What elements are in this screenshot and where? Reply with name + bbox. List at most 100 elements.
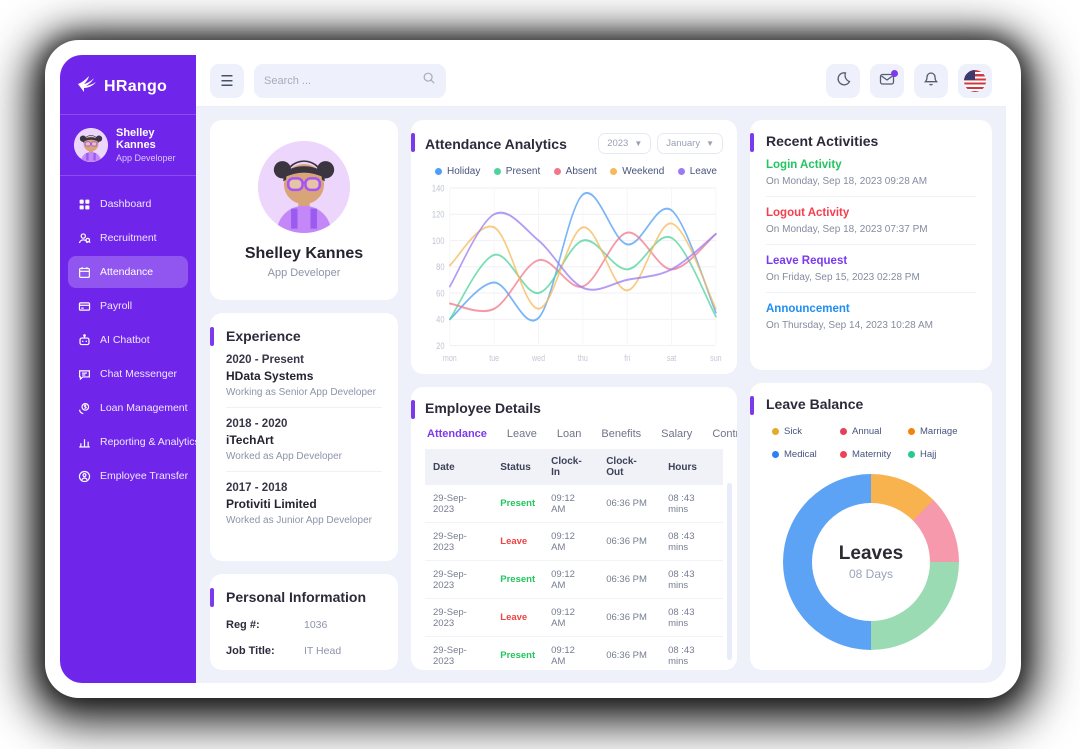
topbar: ☰ [196, 55, 1006, 107]
sidebar-item-recruitment[interactable]: Recruitment [68, 222, 188, 254]
experience-card: Experience 2020 - Present HData Systems Wo… [210, 313, 398, 561]
recruitment-icon [77, 231, 91, 245]
experience-description: Worked as Junior App Developer [226, 515, 373, 526]
activity-item[interactable]: Logout Activity On Monday, Sep 18, 2023 0… [766, 197, 976, 245]
cell-date: 29-Sep-2023 [425, 598, 493, 637]
cell-status: Leave [492, 522, 544, 561]
field-label: Reg #: [226, 619, 260, 631]
sidebar-user[interactable]: Shelley Kannes App Developer [60, 114, 196, 176]
cell-clock-out: 06:36 PM [598, 636, 661, 670]
sidebar-item-label: Employee Transfer [100, 470, 189, 482]
activity-time: On Monday, Sep 18, 2023 09:28 AM [766, 176, 928, 187]
cell-date: 29-Sep-2023 [425, 636, 493, 670]
table-row[interactable]: 29-Sep-2023 Present 09:12 AM 06:36 PM 08 :43… [425, 636, 723, 670]
svg-text:sat: sat [667, 353, 677, 363]
table-scrollbar[interactable] [727, 483, 732, 660]
app-logo: HRango [60, 55, 196, 114]
app-window: HRango Shelley Kannes App Developer Dash… [45, 40, 1021, 698]
leave-legend-item-annual[interactable]: Annual [840, 426, 908, 437]
cell-clock-in: 09:12 AM [543, 598, 599, 637]
legend-item-absent[interactable]: Absent [553, 166, 597, 177]
dark-mode-button[interactable] [826, 63, 860, 98]
column-header: Status [492, 449, 544, 485]
legend-dot [772, 428, 779, 435]
tab-contract[interactable]: Contract [712, 428, 737, 440]
tab-salary[interactable]: Salary [661, 428, 693, 440]
column-header: Clock-In [543, 449, 599, 485]
tab-attendance[interactable]: Attendance [427, 428, 487, 440]
svg-text:140: 140 [432, 182, 445, 193]
legend-item-present[interactable]: Present [493, 166, 540, 177]
activity-time: On Thursday, Sep 14, 2023 10:28 AM [766, 320, 933, 331]
sidebar-item-reporting-analytics[interactable]: Reporting & Analytics [68, 426, 200, 458]
table-row[interactable]: 29-Sep-2023 Present 09:12 AM 06:36 PM 08 :43… [425, 560, 723, 599]
tab-benefits[interactable]: Benefits [601, 428, 642, 440]
sidebar-item-chat-messenger[interactable]: Chat Messenger [68, 358, 188, 390]
leave-legend-item-sick[interactable]: Sick [772, 426, 840, 437]
sidebar-item-attendance[interactable]: Attendance [68, 256, 188, 288]
year-select[interactable]: 2023 ▼ [598, 133, 652, 154]
leave-legend-item-medical[interactable]: Medical [772, 449, 840, 460]
unread-badge [891, 69, 898, 77]
leave-legend-item-marriage[interactable]: Marriage [908, 426, 976, 437]
search-bar[interactable] [254, 63, 446, 98]
table-row[interactable]: 29-Sep-2023 Present 09:12 AM 06:36 PM 08 :43… [425, 485, 723, 523]
experience-period: 2018 - 2020 [226, 418, 288, 430]
leave-legend: Sick Annual Marriage Medical Maternity Hajj [766, 426, 976, 460]
language-button[interactable] [958, 63, 992, 98]
legend-item-leave[interactable]: Leave [677, 166, 717, 177]
search-input[interactable] [264, 74, 422, 87]
legend-dot [772, 451, 779, 458]
employee-details-title: Employee Details [425, 400, 541, 416]
legend-item-weekend[interactable]: Weekend [610, 166, 664, 177]
chevron-down-icon: ▼ [706, 139, 714, 148]
activity-item[interactable]: Login Activity On Monday, Sep 18, 2023 09… [766, 149, 976, 197]
messages-button[interactable] [870, 63, 904, 98]
sidebar-item-employee-transfer[interactable]: Employee Transfer [68, 460, 188, 492]
cell-clock-in: 09:12 AM [543, 485, 599, 523]
sidebar-item-payroll[interactable]: Payroll [68, 290, 188, 322]
cell-clock-out: 06:36 PM [598, 485, 661, 523]
leave-legend-item-maternity[interactable]: Maternity [840, 449, 908, 460]
employee-details-card: Employee Details Attendance Leave Loan Bene… [411, 387, 737, 670]
cell-clock-in: 09:12 AM [543, 560, 599, 599]
menu-toggle-button[interactable]: ☰ [210, 63, 244, 98]
sidebar-item-label: Attendance [100, 266, 154, 278]
experience-description: Working as Senior App Developer [226, 387, 376, 398]
cell-hours: 08 :43 mins [660, 485, 723, 523]
experience-entry: 2018 - 2020 iTechArt Worked as App Develop… [226, 408, 382, 472]
sidebar-item-loan-management[interactable]: Loan Management [68, 392, 188, 424]
experience-company: iTechArt [226, 433, 274, 447]
cell-clock-out: 06:36 PM [598, 522, 661, 561]
notifications-button[interactable] [914, 63, 948, 98]
loan-icon [77, 401, 91, 415]
personal-info-title: Personal Information [226, 589, 367, 605]
dashboard-icon [77, 197, 91, 211]
donut-center-label: Leaves [838, 543, 904, 564]
sidebar-item-ai-chatbot[interactable]: AI Chatbot [68, 324, 188, 356]
activity-title: Logout Activity [766, 207, 850, 219]
us-flag-icon [964, 69, 986, 92]
tab-loan[interactable]: Loan [556, 428, 582, 440]
svg-text:20: 20 [436, 340, 445, 351]
legend-label: Annual [852, 426, 882, 437]
recent-activities-card: Recent Activities Login Activity On Monda… [750, 120, 992, 370]
cell-status: Present [492, 485, 544, 523]
sidebar-item-dashboard[interactable]: Dashboard [68, 188, 188, 220]
month-select[interactable]: January ▼ [657, 133, 723, 154]
legend-item-holiday[interactable]: Holiday [435, 166, 480, 177]
profile-role: App Developer [267, 267, 341, 279]
leave-legend-item-hajj[interactable]: Hajj [908, 449, 976, 460]
app: HRango Shelley Kannes App Developer Dash… [60, 55, 1006, 683]
activity-item[interactable]: Announcement On Thursday, Sep 14, 2023 10… [766, 293, 976, 340]
mail-icon [879, 71, 895, 91]
table-row[interactable]: 29-Sep-2023 Leave 09:12 AM 06:36 PM 08 :43 m… [425, 598, 723, 637]
legend-label: Maternity [852, 449, 892, 460]
personal-info-card: Personal Information Reg #: 1036 Job Title… [210, 574, 398, 670]
table-row[interactable]: 29-Sep-2023 Leave 09:12 AM 06:36 PM 08 :43 m… [425, 522, 723, 561]
svg-text:80: 80 [436, 261, 445, 272]
tab-leave[interactable]: Leave [506, 428, 537, 440]
legend-dot [677, 168, 685, 175]
activity-item[interactable]: Leave Request On Friday, Sep 15, 2023 02:… [766, 245, 976, 293]
sidebar: HRango Shelley Kannes App Developer Dash… [60, 55, 200, 683]
